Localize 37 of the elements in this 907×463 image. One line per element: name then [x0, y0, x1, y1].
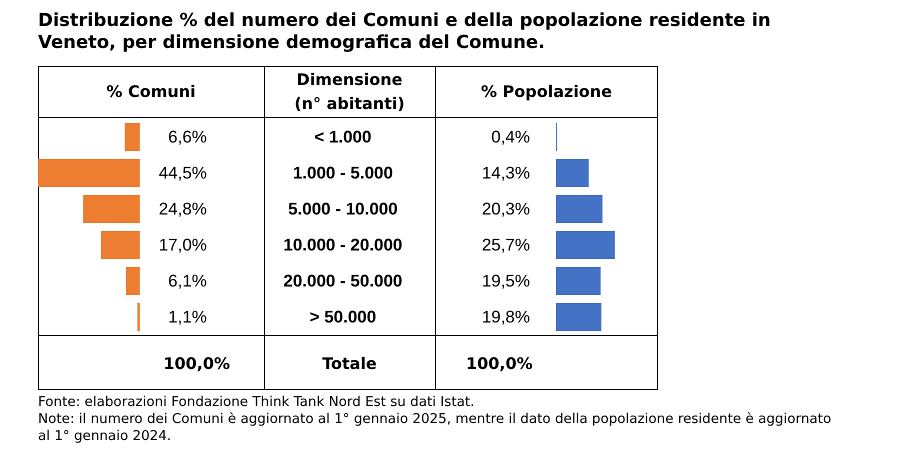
- y-tick-label: > 50.000: [310, 307, 376, 326]
- bar: [100, 231, 140, 259]
- data-label: 20,3%: [482, 200, 530, 218]
- y-axis-title: Dimensione (n° abitanti): [293, 68, 406, 114]
- x-axis-title: % Comuni: [105, 80, 197, 102]
- data-label: 1,1%: [168, 307, 207, 326]
- bar: [556, 159, 589, 188]
- x-axis-title: % Popolazione: [480, 80, 614, 102]
- y-tick-label: 20.000 - 50.000: [283, 272, 402, 290]
- bar: [124, 123, 140, 152]
- bar: [556, 302, 602, 331]
- text: Note: il numero dei Comuni è aggiornato al 1° gennaio 2025, mentre il dato della popolazione residente è aggiornato al 1° gennaio 2024.: [38, 411, 832, 445]
- text: 100,0%: [162, 352, 230, 374]
- text: Distribuzione % del numero dei Comuni e della popolazione residente in Veneto, per dimensione demografica del Comune.: [38, 10, 772, 54]
- data-label: 6,6%: [168, 128, 207, 147]
- bar: [126, 267, 140, 295]
- bar: [38, 159, 140, 187]
- data-label: 6,1%: [168, 272, 207, 290]
- y-tick-label: 1.000 - 5.000: [292, 164, 393, 182]
- source-note: Fonte: elaborazioni Fondazione Think Tank Nord Est su dati Istat.: [38, 394, 476, 411]
- data-label: 14,3%: [482, 164, 530, 183]
- bar: [556, 231, 615, 259]
- data-label: 44,5%: [158, 164, 207, 182]
- data-label: 25,7%: [482, 236, 530, 254]
- bar: [83, 195, 140, 223]
- data-label: 19,5%: [482, 271, 530, 290]
- y-tick-label: < 1.000: [314, 128, 372, 147]
- bar: [556, 266, 601, 295]
- y-tick-label: 10.000 - 20.000: [283, 236, 402, 254]
- data-label: 0,4%: [491, 128, 530, 147]
- text: 100,0%: [466, 352, 534, 374]
- data-label: 17,0%: [158, 236, 207, 254]
- data-label: 24,8%: [158, 200, 207, 218]
- text: Totale: [321, 352, 378, 374]
- data-label: 19,8%: [482, 307, 530, 326]
- bar: [556, 195, 602, 223]
- y-tick-label: 5.000 - 10.000: [288, 200, 398, 218]
